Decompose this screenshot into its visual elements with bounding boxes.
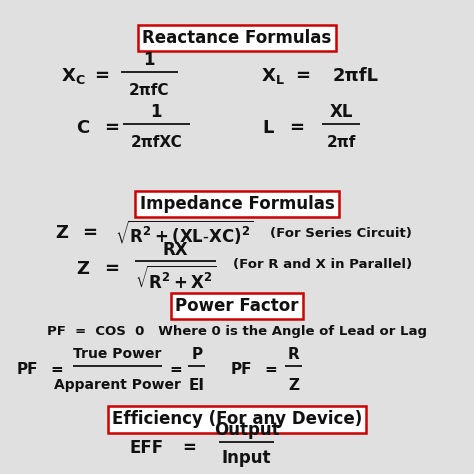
Text: XL: XL: [329, 103, 353, 121]
Text: Output: Output: [214, 421, 279, 439]
Text: EI: EI: [189, 378, 205, 393]
Text: EFF: EFF: [130, 439, 164, 457]
Text: =: =: [289, 119, 304, 137]
Text: PF: PF: [231, 362, 253, 377]
Text: Apparent Power: Apparent Power: [54, 378, 181, 392]
Text: =: =: [82, 224, 98, 242]
Text: =: =: [51, 362, 63, 377]
Text: Reactance Formulas: Reactance Formulas: [142, 29, 332, 47]
Text: 2πfC: 2πfC: [129, 82, 170, 98]
Text: $\mathbf{X_C}$: $\mathbf{X_C}$: [61, 66, 86, 86]
Text: 1: 1: [151, 103, 162, 121]
Text: L: L: [262, 119, 273, 137]
Text: Power Factor: Power Factor: [175, 297, 299, 315]
Text: Z: Z: [288, 378, 300, 393]
Text: =: =: [182, 439, 197, 457]
Text: Efficiency (For any Device): Efficiency (For any Device): [112, 410, 362, 428]
Text: (For R and X in Parallel): (For R and X in Parallel): [233, 258, 412, 271]
Text: (For Series Circuit): (For Series Circuit): [270, 227, 412, 240]
Text: 1: 1: [144, 51, 155, 69]
Text: P: P: [191, 346, 202, 362]
Text: $\mathbf{\sqrt{R^2+(XL{\text{-}}XC)^2}}$: $\mathbf{\sqrt{R^2+(XL{\text{-}}XC)^2}}$: [115, 219, 255, 247]
Text: 2πfL: 2πfL: [332, 67, 379, 85]
Text: =: =: [104, 119, 119, 137]
Text: PF  =  COS  0   Where 0 is the Angle of Lead or Lag: PF = COS 0 Where 0 is the Angle of Lead …: [47, 325, 427, 338]
Text: RX: RX: [163, 241, 188, 259]
Text: =: =: [265, 362, 277, 377]
Text: True Power: True Power: [73, 347, 162, 361]
Text: Impedance Formulas: Impedance Formulas: [140, 195, 334, 213]
Text: Z: Z: [55, 224, 68, 242]
Text: =: =: [169, 362, 182, 377]
Text: R: R: [288, 346, 300, 362]
Text: 2πfXC: 2πfXC: [130, 135, 182, 150]
Text: C: C: [76, 119, 90, 137]
Text: =: =: [104, 260, 119, 278]
Text: Z: Z: [76, 260, 90, 278]
Text: =: =: [94, 67, 109, 85]
Text: Input: Input: [222, 449, 271, 467]
Text: $\mathbf{\sqrt{R^2+X^2}}$: $\mathbf{\sqrt{R^2+X^2}}$: [135, 266, 216, 293]
Text: $\mathbf{X_L}$: $\mathbf{X_L}$: [261, 66, 284, 86]
Text: 2πf: 2πf: [327, 135, 356, 150]
Text: =: =: [295, 67, 310, 85]
Text: PF: PF: [17, 362, 38, 377]
